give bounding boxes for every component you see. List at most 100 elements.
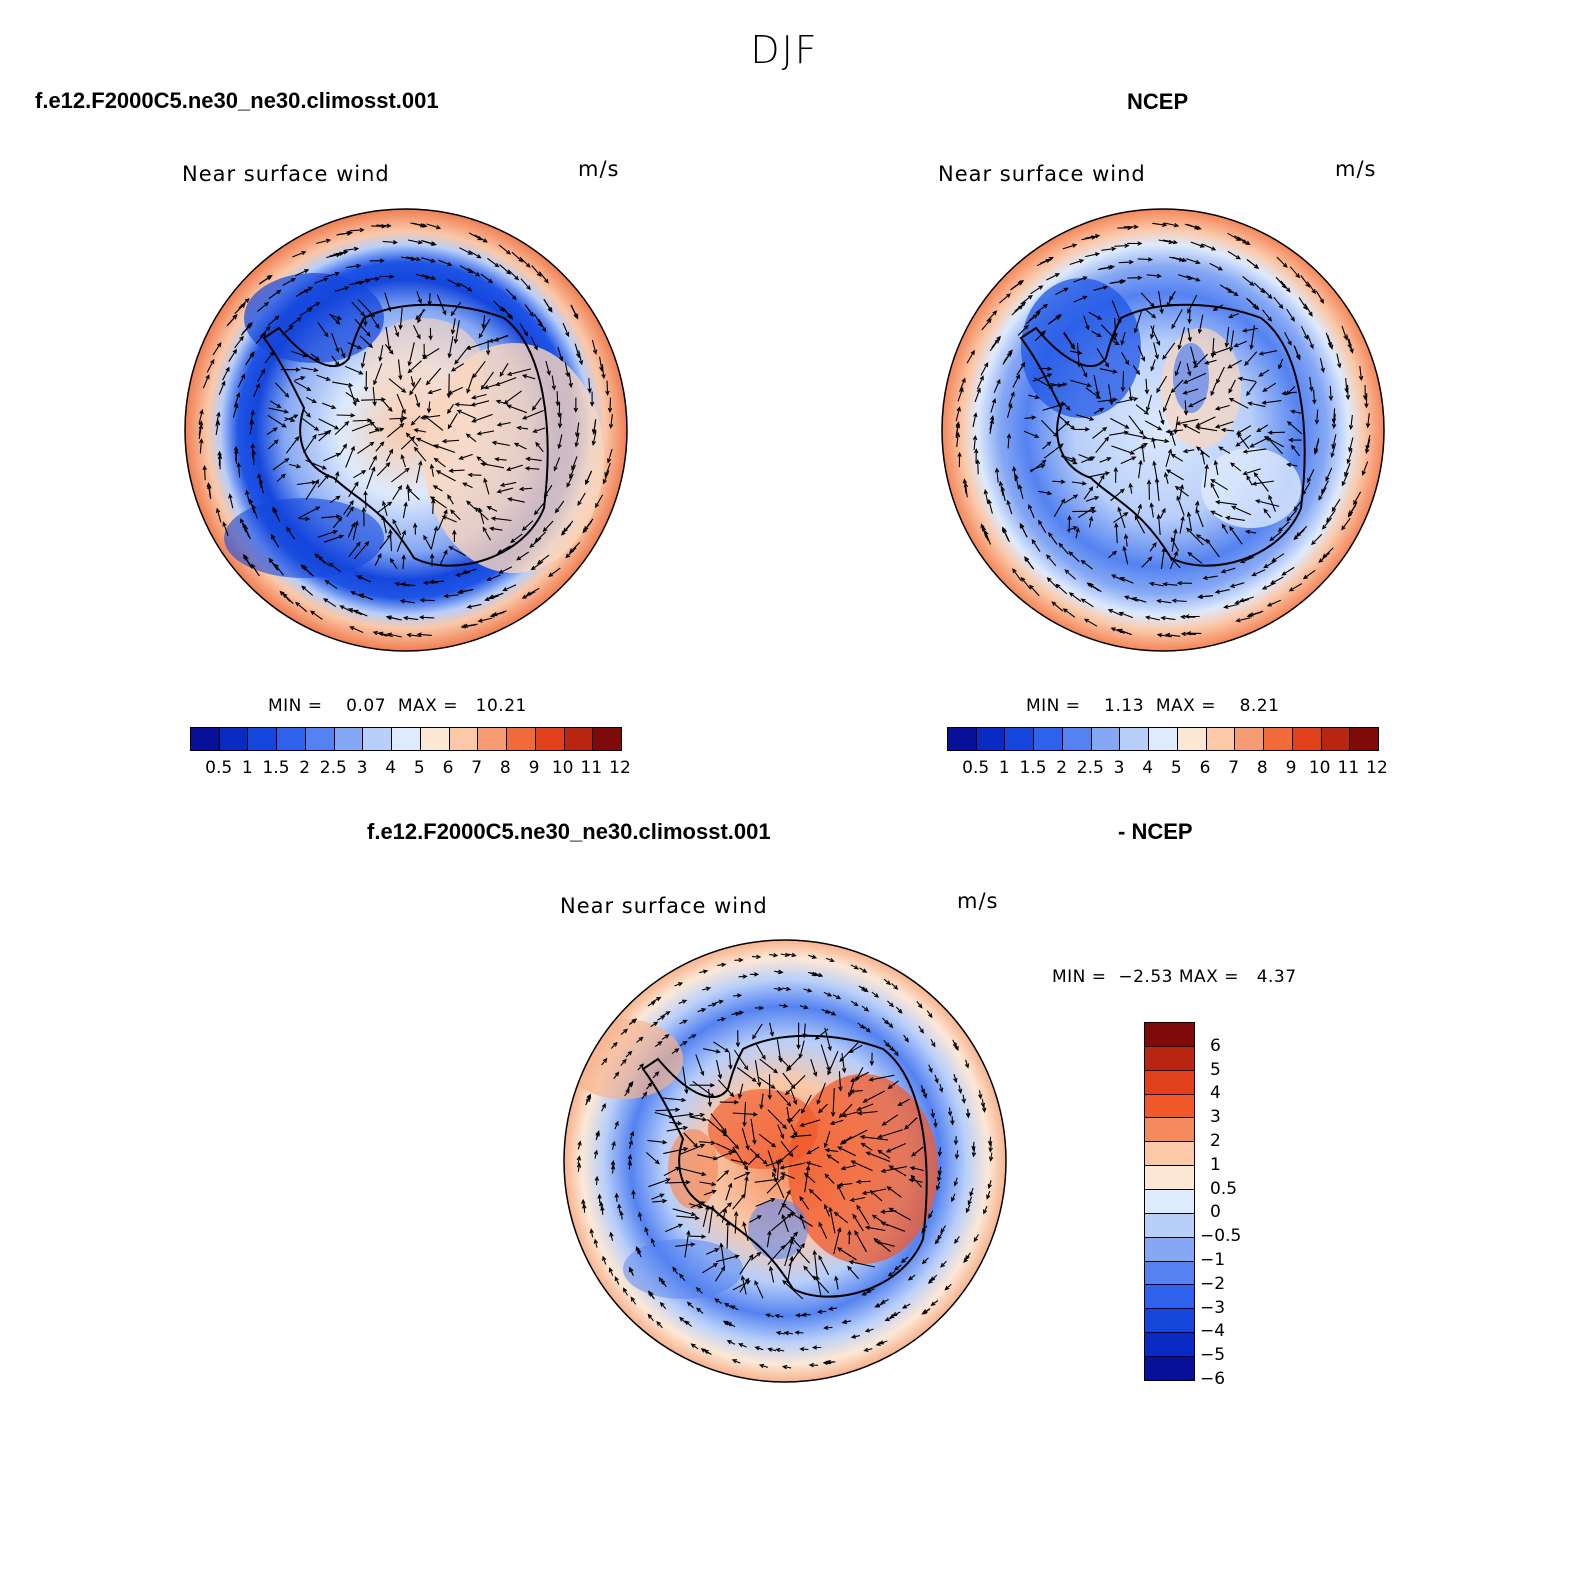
wind-vector-arrow bbox=[770, 1213, 793, 1232]
wind-vector-arrow bbox=[1358, 365, 1364, 382]
wind-vector-arrow bbox=[812, 1249, 818, 1279]
wind-vector-arrow bbox=[726, 1340, 736, 1345]
colorbar-swatch bbox=[1149, 728, 1178, 750]
wind-vector-arrow bbox=[742, 1221, 749, 1242]
wind-vector-arrow bbox=[236, 462, 241, 478]
wind-vector-arrow bbox=[1117, 506, 1126, 529]
wind-vector-arrow bbox=[875, 1240, 895, 1247]
wind-vector-arrow bbox=[1186, 275, 1201, 282]
wind-vector-arrow bbox=[972, 434, 978, 451]
wind-vector-arrow bbox=[1099, 368, 1118, 374]
wind-vector-arrow bbox=[754, 1060, 762, 1088]
wind-vector-arrow bbox=[346, 506, 354, 518]
wind-vector-arrow bbox=[1200, 449, 1206, 465]
wind-vector-arrow bbox=[1172, 256, 1188, 263]
wind-vector-arrow bbox=[733, 1049, 749, 1071]
wind-vector-arrow bbox=[206, 482, 212, 498]
wind-vector-arrow bbox=[402, 501, 408, 519]
wind-vector-arrow bbox=[1273, 296, 1284, 310]
wind-vector-arrow bbox=[837, 1182, 853, 1187]
wind-vector-arrow bbox=[754, 1280, 764, 1299]
wind-vector-arrow bbox=[1174, 361, 1182, 377]
wind-vector-arrow bbox=[802, 1023, 807, 1039]
wind-vector-arrow bbox=[620, 1058, 627, 1066]
wind-vector-arrow bbox=[215, 507, 222, 523]
wind-vector-arrow bbox=[1073, 276, 1088, 283]
wind-vector-arrow bbox=[301, 417, 320, 431]
wind-vector-arrow bbox=[519, 256, 531, 268]
obs-min-label: MIN = bbox=[1026, 696, 1081, 716]
wind-vector-arrow bbox=[1088, 583, 1102, 593]
wind-vector-arrow bbox=[885, 1142, 906, 1153]
wind-vector-arrow bbox=[432, 485, 443, 492]
wind-vector-arrow bbox=[1062, 608, 1076, 618]
wind-vector-arrow bbox=[438, 259, 453, 267]
colorbar-tick-label: 3 bbox=[1210, 1107, 1221, 1128]
wind-vector-arrow bbox=[897, 1098, 910, 1107]
wind-vector-arrow bbox=[1244, 351, 1258, 367]
wind-vector-arrow bbox=[299, 286, 314, 295]
wind-vector-arrow bbox=[817, 1103, 828, 1114]
wind-vector-arrow bbox=[437, 509, 448, 531]
wind-vector-arrow bbox=[1187, 551, 1203, 564]
wind-vector-arrow bbox=[1016, 362, 1026, 376]
wind-vector-arrow bbox=[1246, 475, 1253, 486]
wind-vector-arrow bbox=[850, 1334, 861, 1339]
wind-vector-arrow bbox=[400, 435, 416, 450]
wind-vector-arrow bbox=[385, 615, 401, 621]
wind-vector-arrow bbox=[481, 315, 486, 330]
wind-vector-arrow bbox=[1165, 469, 1184, 481]
colorbar-tick-label: 6 bbox=[1210, 1035, 1221, 1056]
wind-vector-arrow bbox=[349, 626, 364, 634]
wind-vector-arrow bbox=[282, 278, 297, 286]
wind-vector-arrow bbox=[1325, 467, 1333, 482]
wind-vector-arrow bbox=[627, 1080, 634, 1089]
diff-plot-title: Near surface wind bbox=[560, 894, 768, 918]
model-min-value: 0.07 bbox=[346, 696, 387, 716]
wind-vector-arrow bbox=[658, 1276, 665, 1285]
wind-vector-arrow bbox=[873, 1237, 891, 1253]
wind-vector-arrow bbox=[708, 1204, 715, 1234]
wind-vector-arrow bbox=[582, 1203, 587, 1213]
wind-vector-arrow bbox=[363, 371, 369, 392]
colorbar-tick-label: 2.5 bbox=[1076, 758, 1104, 778]
wind-vector-arrow bbox=[244, 555, 253, 569]
wind-vector-arrow bbox=[1030, 285, 1044, 295]
wind-vector-arrow bbox=[847, 1229, 852, 1245]
wind-vector-arrow bbox=[360, 351, 366, 369]
wind-vector-arrow bbox=[895, 1006, 903, 1014]
wind-vector-arrow bbox=[1042, 402, 1066, 411]
wind-vector-arrow bbox=[857, 1022, 865, 1029]
wind-vector-arrow bbox=[1311, 533, 1323, 546]
wind-vector-arrow bbox=[294, 376, 306, 381]
wind-vector-arrow bbox=[427, 388, 442, 395]
wind-vector-arrow bbox=[1011, 279, 1025, 290]
wind-vector-arrow bbox=[493, 334, 508, 342]
wind-vector-arrow bbox=[1098, 265, 1114, 271]
wind-vector-arrow bbox=[1123, 595, 1139, 602]
wind-vector-arrow bbox=[199, 438, 204, 454]
wind-vector-arrow bbox=[447, 413, 458, 430]
wind-vector-arrow bbox=[1302, 569, 1316, 580]
wind-vector-arrow bbox=[569, 542, 581, 554]
colorbar-swatch bbox=[478, 728, 508, 750]
wind-vector-arrow bbox=[722, 1320, 732, 1326]
wind-vector-arrow bbox=[929, 1274, 938, 1282]
wind-vector-arrow bbox=[1123, 533, 1129, 547]
model-plot-title: Near surface wind bbox=[182, 162, 390, 186]
wind-vector-arrow bbox=[1186, 258, 1201, 265]
colorbar-swatch bbox=[1145, 1237, 1194, 1262]
obs-colorbar-labels: 0.5 1 1.5 2 2.5 3 4 5 6 7 8 9 10 11 12 bbox=[947, 758, 1388, 782]
wind-vector-arrow bbox=[887, 1043, 894, 1052]
wind-vector-arrow bbox=[1176, 495, 1185, 516]
wind-vector-arrow bbox=[593, 1238, 599, 1248]
wind-vector-arrow bbox=[1284, 332, 1292, 346]
wind-vector-arrow bbox=[864, 1225, 886, 1232]
wind-vector-arrow bbox=[781, 1213, 789, 1233]
wind-vector-arrow bbox=[429, 553, 435, 567]
wind-vector-arrow bbox=[1258, 369, 1270, 377]
wind-vector-arrow bbox=[329, 313, 342, 320]
wind-vector-arrow bbox=[947, 1107, 953, 1117]
wind-vector-arrow bbox=[1210, 482, 1220, 499]
wind-vector-arrow bbox=[608, 1267, 614, 1276]
